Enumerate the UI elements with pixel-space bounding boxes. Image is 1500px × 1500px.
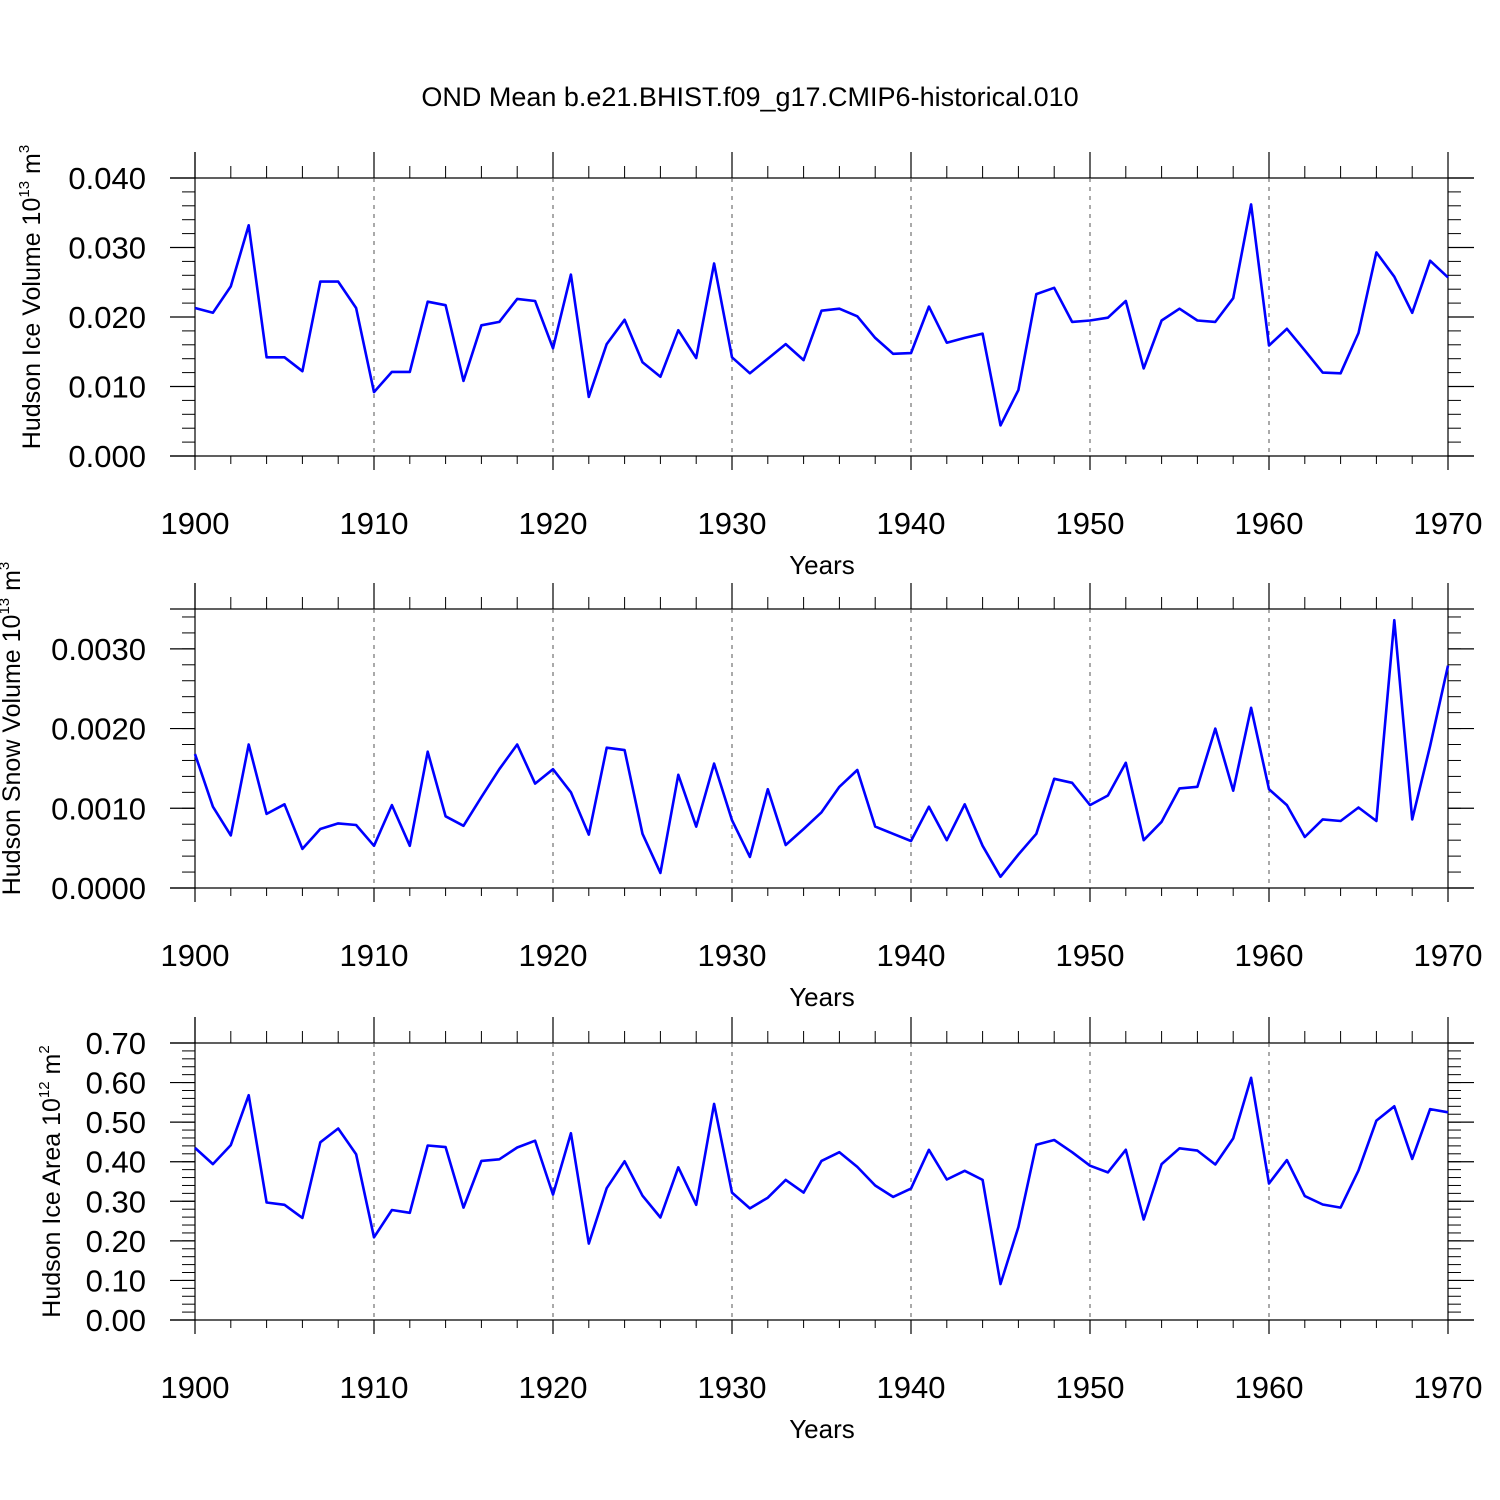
x-tick-label: 1940: [877, 938, 946, 973]
x-tick-label: 1960: [1235, 506, 1304, 541]
x-tick-label: 1920: [519, 938, 588, 973]
y-tick-label: 0.020: [68, 300, 146, 335]
y-label-exponent: 13: [16, 181, 33, 198]
y-axis-label: Hudson Snow Volume 1013 m3: [0, 562, 26, 896]
series-line: [193, 618, 1450, 879]
x-tick-label: 1970: [1414, 1370, 1483, 1405]
y-tick-label: 0.000: [68, 439, 146, 474]
y-tick-label: 0.10: [86, 1263, 146, 1298]
panel-snow-volume: 0.0000 0.0010 0.0020 0.0030 1900 1910 1920 1930…: [0, 562, 1482, 1012]
x-tick-label: 1920: [519, 506, 588, 541]
series-line: [194, 203, 1449, 427]
y-tick-label: 0.040: [68, 161, 146, 196]
y-tick-label: 0.0010: [51, 791, 146, 826]
y-tick-label: 0.030: [68, 231, 146, 266]
x-tick-label: 1950: [1056, 938, 1125, 973]
x-tick-label: 1940: [877, 506, 946, 541]
x-tick-label: 1920: [519, 1370, 588, 1405]
panel-ice-area: 0.00 0.10 0.20 0.30 0.40 0.50 0.60 0.70 1900 1910…: [36, 1017, 1482, 1444]
x-tick-label: 1900: [161, 1370, 230, 1405]
y-label-unit-exponent: 3: [0, 562, 13, 570]
y-tick-label: 0.60: [86, 1066, 146, 1101]
x-tick-label: 1930: [698, 938, 767, 973]
x-axis-label: Years: [789, 982, 855, 1012]
x-tick-label: 1960: [1235, 1370, 1304, 1405]
y-axis-label: Hudson Ice Area 1012 m2: [36, 1045, 66, 1317]
y-label-unit: m: [0, 570, 26, 598]
panels: 0.000 0.010 0.020 0.030 0.040 1900 1910 1920 193…: [0, 145, 1482, 1444]
y-label-unit-exponent: 3: [16, 145, 33, 153]
x-axis-label: Years: [789, 1414, 855, 1444]
y-tick-label: 0.00: [86, 1303, 146, 1338]
x-tick-label: 1950: [1056, 1370, 1125, 1405]
y-label-unit-exponent: 2: [36, 1045, 53, 1053]
y-label-exponent: 13: [0, 598, 13, 615]
x-tick-label: 1910: [340, 1370, 409, 1405]
x-tick-label: 1940: [877, 1370, 946, 1405]
x-tick-label: 1900: [161, 938, 230, 973]
x-tick-label: 1910: [340, 938, 409, 973]
y-tick-label: 0.0030: [51, 632, 146, 667]
y-label-main: Hudson Snow Volume 10: [0, 615, 26, 896]
y-tick-label: 0.0000: [51, 871, 146, 906]
y-label-main: Hudson Ice Volume 10: [18, 198, 46, 450]
y-tick-label: 0.40: [86, 1145, 146, 1180]
figure-title: OND Mean b.e21.BHIST.f09_g17.CMIP6-histo…: [421, 82, 1078, 112]
y-tick-label: 0.010: [68, 370, 146, 405]
y-tick-label: 0.0020: [51, 712, 146, 747]
x-tick-label: 1930: [698, 506, 767, 541]
y-axis-label: Hudson Ice Volume 1013 m3: [16, 145, 46, 449]
x-tick-label: 1930: [698, 1370, 767, 1405]
y-label-unit: m: [38, 1054, 66, 1082]
x-tick-label: 1900: [161, 506, 230, 541]
y-tick-label: 0.20: [86, 1224, 146, 1259]
x-tick-label: 1950: [1056, 506, 1125, 541]
x-axis-label: Years: [789, 550, 855, 580]
y-label-unit: m: [18, 153, 46, 181]
y-tick-label: 0.70: [86, 1026, 146, 1061]
y-label-exponent: 12: [36, 1081, 53, 1098]
series-line: [194, 1076, 1449, 1286]
x-tick-label: 1910: [340, 506, 409, 541]
x-tick-label: 1970: [1414, 506, 1483, 541]
panel-ice-volume: 0.000 0.010 0.020 0.030 0.040 1900 1910 1920 193…: [16, 145, 1482, 580]
x-tick-label: 1970: [1414, 938, 1483, 973]
y-label-main: Hudson Ice Area 10: [38, 1098, 66, 1318]
y-tick-label: 0.30: [86, 1184, 146, 1219]
x-tick-label: 1960: [1235, 938, 1304, 973]
y-tick-label: 0.50: [86, 1105, 146, 1140]
